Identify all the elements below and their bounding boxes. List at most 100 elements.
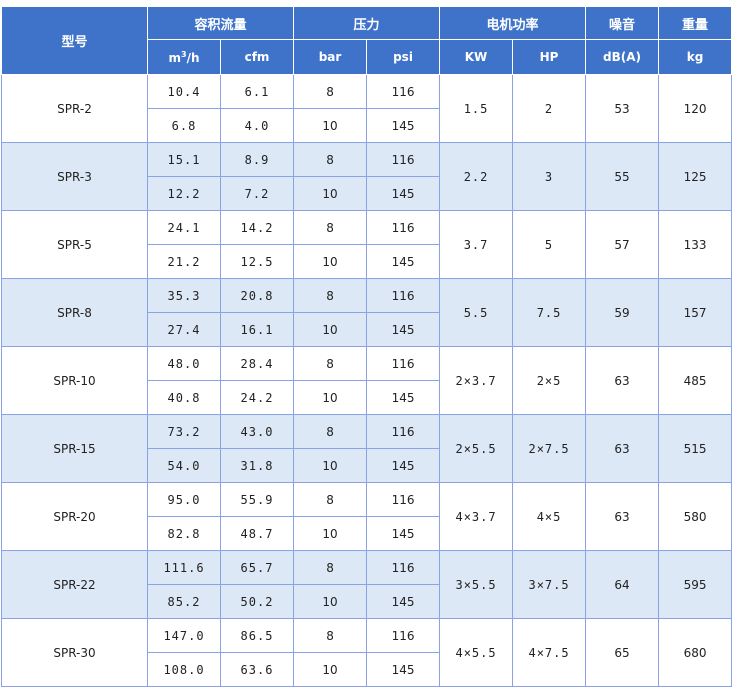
- model-cell: SPR-22: [1, 550, 148, 619]
- pressure-bar-cell: 10: [293, 108, 368, 143]
- flow-m3h-cell: 6.8: [147, 108, 221, 143]
- table-row: 82.8 48.7 10 145: [2, 516, 732, 551]
- pressure-psi-cell: 116: [366, 482, 441, 517]
- power-kw-cell: 4×5.5: [439, 618, 514, 687]
- power-hp-unit: HP: [512, 39, 587, 75]
- pressure-psi-cell: 116: [366, 278, 441, 313]
- noise-cell: 63: [585, 414, 660, 483]
- flow-m3h-cell: 21.2: [147, 244, 221, 279]
- pressure-psi-cell: 116: [366, 550, 441, 585]
- pressure-psi-cell: 116: [366, 142, 441, 177]
- power-hp-cell: 5: [512, 210, 587, 279]
- flow-m3h-cell: 48.0: [147, 346, 221, 381]
- pressure-bar-cell: 8: [293, 142, 368, 177]
- pressure-bar-cell: 10: [293, 652, 368, 687]
- flow-m3h-unit: m3/h: [147, 39, 221, 75]
- table-header: 型号 容积流量 压力 电机功率 噪音 重量 m3/h cfm bar psi K…: [1, 6, 733, 75]
- table-body: SPR-2 10.4 6.1 8 116 1.5 2 53 120 6.8 4.0 10 145 SPR-…: [1, 74, 733, 687]
- pressure-bar-cell: 10: [293, 176, 368, 211]
- table-row: SPR-20 95.0 55.9 8 116 4×3.7 4×5 63 580: [1, 482, 733, 551]
- pressure-psi-cell: 116: [366, 346, 441, 381]
- flow-m3h-cell: 82.8: [147, 516, 221, 551]
- power-kw-cell: 5.5: [439, 278, 514, 347]
- flow-m3h-cell: 108.0: [147, 652, 221, 687]
- power-hp-cell: 3: [512, 142, 587, 211]
- pressure-header: 压力: [293, 6, 441, 40]
- pressure-bar-cell: 8: [293, 550, 368, 585]
- pressure-bar-unit: bar: [293, 39, 368, 75]
- pressure-bar-cell: 8: [293, 278, 368, 313]
- flow-m3h-unit-base: m: [168, 50, 181, 65]
- flow-cfm-cell: 12.5: [219, 244, 295, 279]
- weight-header: 重量: [658, 6, 733, 40]
- flow-m3h-unit-sup: 3: [181, 49, 187, 59]
- weight-cell: 133: [658, 210, 733, 279]
- flow-cfm-cell: 24.2: [219, 380, 295, 415]
- power-hp-cell: 4×7.5: [512, 618, 587, 687]
- weight-cell: 595: [658, 550, 733, 619]
- flow-header: 容积流量: [146, 6, 295, 40]
- table-row: SPR-10 48.0 28.4 8 116 2×3.7 2×5 63 485: [1, 346, 733, 415]
- power-kw-cell: 3.7: [439, 210, 514, 279]
- power-kw-unit: KW: [439, 39, 514, 75]
- flow-m3h-cell: 15.1: [147, 142, 221, 177]
- pressure-bar-cell: 8: [293, 618, 368, 653]
- power-hp-cell: 2×7.5: [512, 414, 587, 483]
- pressure-bar-cell: 10: [293, 584, 368, 619]
- power-kw-cell: 2.2: [439, 142, 514, 211]
- table-row: SPR-3 15.1 8.9 8 116 2.2 3 55 125: [1, 142, 733, 211]
- flow-cfm-cell: 8.9: [219, 142, 295, 177]
- flow-cfm-cell: 63.6: [219, 652, 295, 687]
- pressure-bar-cell: 8: [293, 482, 368, 517]
- flow-m3h-cell: 95.0: [147, 482, 221, 517]
- pressure-bar-cell: 8: [293, 210, 368, 245]
- weight-kg-unit: kg: [658, 39, 733, 75]
- weight-cell: 580: [658, 482, 733, 551]
- noise-cell: 65: [585, 618, 660, 687]
- spec-table: 型号 容积流量 压力 电机功率 噪音 重量 m3/h cfm bar psi K…: [1, 6, 733, 687]
- power-kw-cell: 4×3.7: [439, 482, 514, 551]
- pressure-psi-cell: 116: [366, 618, 441, 653]
- flow-cfm-cell: 7.2: [219, 176, 295, 211]
- flow-m3h-cell: 12.2: [147, 176, 221, 211]
- pressure-psi-cell: 145: [366, 312, 441, 347]
- pressure-psi-cell: 116: [366, 414, 441, 449]
- table-row: 27.4 16.1 10 145: [2, 312, 732, 347]
- flow-cfm-cell: 20.8: [219, 278, 295, 313]
- power-kw-cell: 3×5.5: [439, 550, 514, 619]
- flow-cfm-cell: 16.1: [219, 312, 295, 347]
- flow-m3h-cell: 35.3: [147, 278, 221, 313]
- flow-m3h-cell: 24.1: [147, 210, 221, 245]
- flow-cfm-cell: 6.1: [219, 74, 295, 109]
- pressure-psi-cell: 145: [366, 652, 441, 687]
- pressure-bar-cell: 8: [293, 346, 368, 381]
- model-cell: SPR-15: [1, 414, 148, 483]
- flow-m3h-cell: 85.2: [147, 584, 221, 619]
- weight-cell: 485: [658, 346, 733, 415]
- table-row: SPR-8 35.3 20.8 8 116 5.5 7.5 59 157: [1, 278, 733, 347]
- pressure-psi-cell: 145: [366, 176, 441, 211]
- model-cell: SPR-20: [1, 482, 148, 551]
- table-row: 40.8 24.2 10 145: [2, 380, 732, 415]
- pressure-bar-cell: 8: [293, 74, 368, 109]
- model-cell: SPR-10: [1, 346, 148, 415]
- flow-cfm-cell: 50.2: [219, 584, 295, 619]
- flow-cfm-cell: 65.7: [219, 550, 295, 585]
- motor-power-header: 电机功率: [439, 6, 587, 40]
- flow-cfm-cell: 14.2: [219, 210, 295, 245]
- pressure-psi-unit: psi: [366, 39, 441, 75]
- model-cell: SPR-5: [1, 210, 148, 279]
- pressure-bar-cell: 8: [293, 414, 368, 449]
- power-hp-cell: 3×7.5: [512, 550, 587, 619]
- noise-cell: 55: [585, 142, 660, 211]
- power-kw-cell: 2×3.7: [439, 346, 514, 415]
- pressure-psi-cell: 116: [366, 74, 441, 109]
- model-header: 型号: [1, 6, 148, 75]
- table-row: 12.2 7.2 10 145: [2, 176, 732, 211]
- flow-cfm-cell: 48.7: [219, 516, 295, 551]
- table-row: 108.0 63.6 10 145: [2, 652, 732, 687]
- noise-dba-unit: dB(A): [585, 39, 660, 75]
- noise-cell: 63: [585, 346, 660, 415]
- table-row: 85.2 50.2 10 145: [2, 584, 732, 619]
- pressure-bar-cell: 10: [293, 312, 368, 347]
